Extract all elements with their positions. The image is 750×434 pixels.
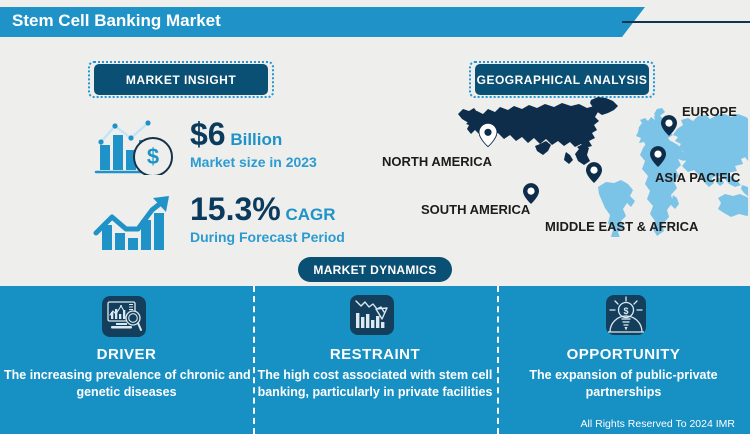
svg-text:$: $ [147, 144, 159, 169]
svg-text:$: $ [623, 306, 628, 316]
